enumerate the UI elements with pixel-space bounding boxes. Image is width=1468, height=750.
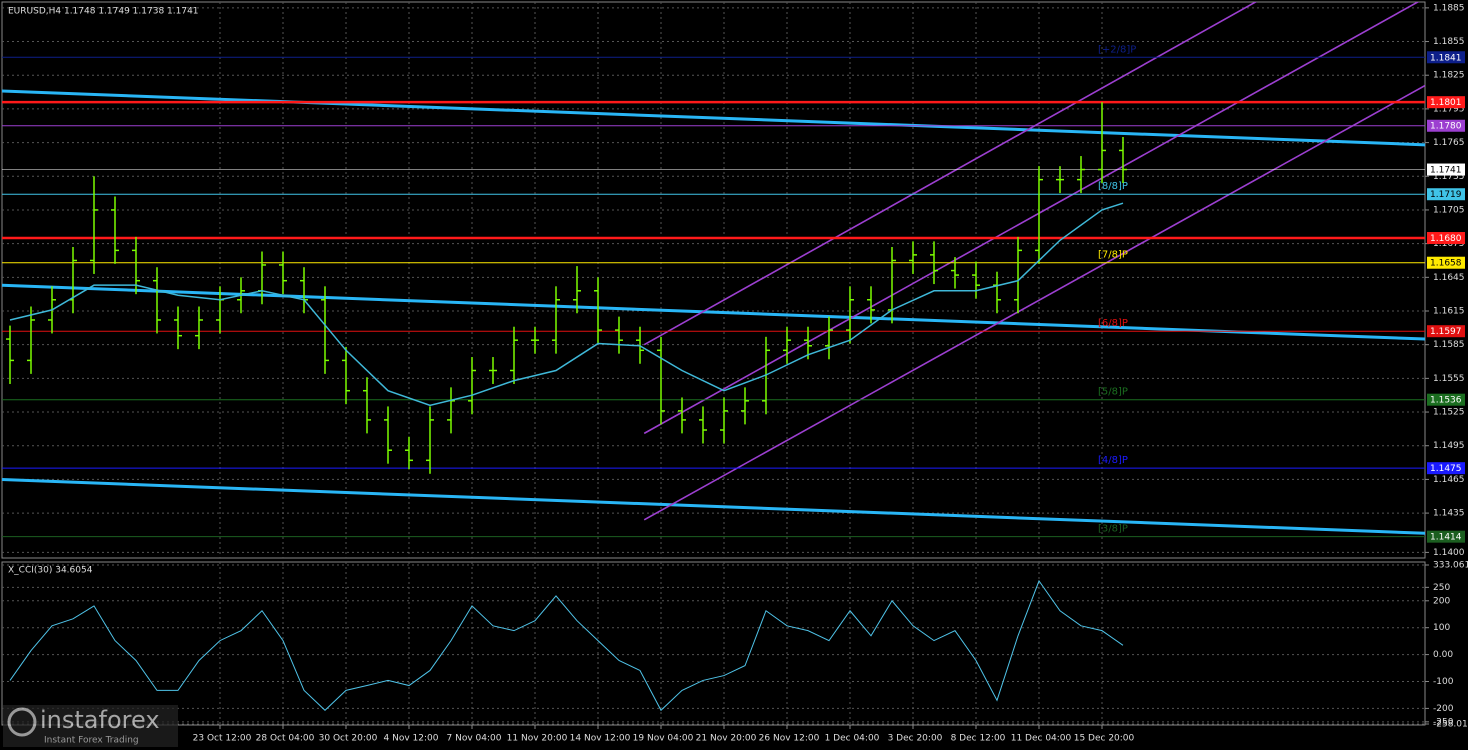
cci-line [9, 579, 1124, 712]
axes: 1.18851.18551.18251.17951.17651.17351.17… [193, 3, 1468, 743]
level-label-box [1427, 51, 1465, 64]
level-label-box [1427, 119, 1465, 132]
trendline [2, 283, 1425, 341]
cci-title: X_CCI(30) 34.6054 [8, 566, 93, 576]
y-tick-label: 1.1855 [1433, 37, 1465, 47]
x-tick-label: 4 Nov 12:00 [384, 734, 439, 744]
level-label: 1.1414 [1430, 533, 1462, 543]
x-tick-label: 15 Dec 20:00 [1074, 734, 1135, 744]
level-label-box [1427, 232, 1465, 245]
y-tick-label: 1.1645 [1433, 273, 1465, 283]
trendline [643, 84, 1425, 521]
trendline [2, 89, 1425, 147]
x-tick-label: 21 Nov 20:00 [696, 734, 757, 744]
y-tick-label: 0.00 [1433, 650, 1453, 660]
grid [2, 2, 1425, 725]
y-tick-label: 1.1400 [1433, 548, 1465, 558]
murray-label: [6/8]P [1098, 318, 1128, 329]
y-tick-label: 1.1765 [1433, 138, 1465, 148]
murray-label: [5/8]P [1098, 387, 1128, 398]
x-tick-label: 23 Oct 12:00 [193, 734, 252, 744]
x-tick-label: 8 Dec 12:00 [951, 734, 1006, 744]
y-tick-label: -250 [1433, 717, 1454, 727]
level-label: 1.1658 [1430, 259, 1462, 269]
y-tick-label: 1.1705 [1433, 205, 1465, 215]
level-label: 1.1680 [1430, 234, 1462, 244]
y-tick-label: 1.1465 [1433, 475, 1465, 485]
level-label: 1.1536 [1430, 396, 1462, 406]
y-tick-label: 100 [1433, 623, 1450, 633]
cci-panel [1, 561, 1426, 726]
y-tick-label: 200 [1433, 596, 1450, 606]
y-tick-label: 1.1885 [1433, 3, 1465, 13]
level-label-box [1427, 188, 1465, 201]
y-tick-label: -100 [1433, 677, 1454, 687]
trendline [2, 478, 1425, 535]
murray-label: [7/8]P [1098, 250, 1128, 261]
level-label-box [1427, 393, 1465, 406]
level-label-box [1427, 96, 1465, 109]
y-tick-label: 1.1555 [1433, 374, 1465, 384]
murray-label: [3/8]P [1098, 524, 1128, 535]
y-tick-label: -258.013 [1433, 720, 1468, 730]
x-tick-label: 26 Nov 12:00 [759, 734, 820, 744]
y-tick-label: 1.1525 [1433, 408, 1465, 418]
y-tick-label: 1.1495 [1433, 441, 1465, 451]
level-label: 1.1597 [1430, 327, 1462, 337]
chart-title: EURUSD,H4 1.1748 1.1749 1.1738 1.1741 [8, 7, 199, 17]
y-tick-label: 1.1735 [1433, 172, 1465, 182]
level-label: 1.1841 [1430, 53, 1462, 63]
cci-plot [9, 579, 1124, 712]
level-label-box [1427, 462, 1465, 475]
main-panel [1, 1, 1426, 559]
level-label: 1.1719 [1430, 190, 1462, 200]
logo-icon [7, 707, 37, 737]
y-tick-label: -200 [1433, 704, 1454, 714]
level-label-box [1427, 163, 1465, 176]
x-tick-label: 11 Nov 20:00 [507, 734, 568, 744]
trendline [643, 2, 1420, 435]
y-tick-label: 250 [1433, 583, 1450, 593]
y-tick-label: 1.1585 [1433, 340, 1465, 350]
y-tick-label: 1.1675 [1433, 239, 1465, 249]
brand: instaforex [40, 706, 160, 734]
y-tick-label: 333.061 [1433, 561, 1468, 571]
x-tick-label: 3 Dec 20:00 [888, 734, 943, 744]
level-label-box [1427, 530, 1465, 543]
x-tick-label: 19 Nov 04:00 [633, 734, 694, 744]
level-label-box [1427, 256, 1465, 269]
tagline: Instant Forex Trading [44, 736, 139, 746]
murray-label: [8/8]P [1098, 181, 1128, 192]
moving-average [9, 202, 1124, 407]
x-tick-label: 14 Nov 12:00 [570, 734, 631, 744]
x-tick-label: 7 Nov 04:00 [447, 734, 502, 744]
murray-label: [+2/8]P [1098, 44, 1136, 55]
level-label: 1.1780 [1430, 122, 1462, 132]
y-tick-label: 1.1825 [1433, 71, 1465, 81]
level-label: 1.1475 [1430, 464, 1462, 474]
watermark: instaforex Instant Forex Trading [3, 705, 178, 747]
price-plot: [+2/8]P [8/8]P [7/8]P [6/8]P [5/8]P [4/8]P [3/… [2, 2, 1425, 538]
level-label: 1.1741 [1430, 166, 1462, 176]
x-tick-label: 1 Dec 04:00 [825, 734, 880, 744]
y-tick-label: 1.1615 [1433, 306, 1465, 316]
x-tick-label: 11 Dec 04:00 [1011, 734, 1072, 744]
x-tick-label: 28 Oct 04:00 [256, 734, 315, 744]
level-label: 1.1801 [1430, 98, 1462, 108]
y-tick-label: 1.1795 [1433, 104, 1465, 114]
x-tick-label: 30 Oct 20:00 [319, 734, 378, 744]
murray-label: [4/8]P [1098, 455, 1128, 466]
level-label-box [1427, 325, 1465, 338]
y-tick-label: 1.1435 [1433, 509, 1465, 519]
